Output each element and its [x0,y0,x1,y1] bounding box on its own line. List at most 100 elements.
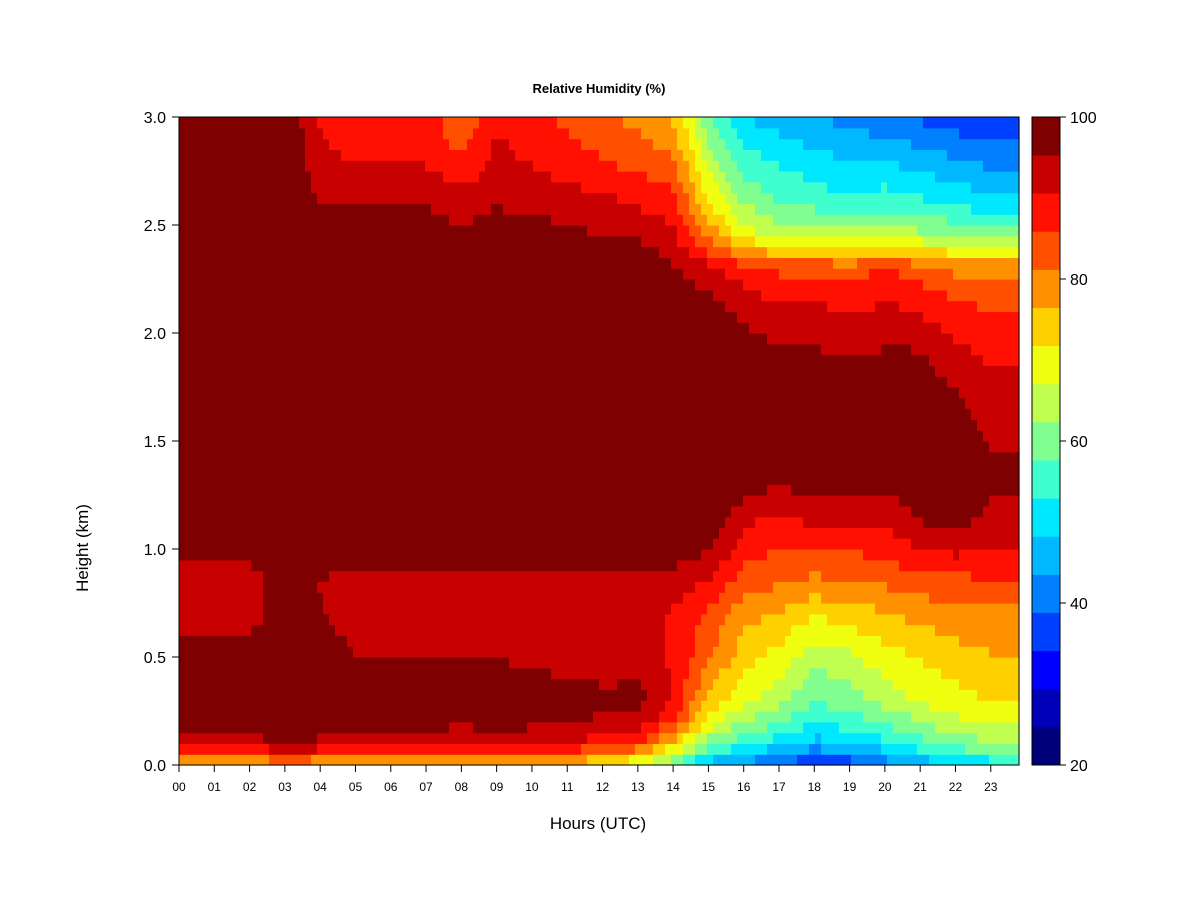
heatmap-cell [299,559,306,572]
heatmap-cell [317,430,324,442]
heatmap-cell [353,484,360,496]
heatmap-cell [653,538,660,550]
heatmap-cell [215,117,222,129]
heatmap-cell [281,171,288,183]
heatmap-cell [503,646,510,658]
heatmap-cell [647,678,654,690]
heatmap-cell [263,581,270,593]
heatmap-cell [377,527,384,539]
heatmap-cell [563,322,570,334]
heatmap-cell [311,343,318,356]
heatmap-cell [623,408,630,420]
heatmap-cell [341,732,348,744]
heatmap-cell [419,268,426,280]
heatmap-cell [461,311,468,323]
heatmap-cell [557,538,564,550]
heatmap-cell [281,527,288,539]
heatmap-cell [251,343,258,356]
heatmap-cell [275,441,282,453]
heatmap-cell [491,527,498,539]
heatmap-cell [323,333,330,345]
heatmap-cell [473,570,480,582]
heatmap-cell [431,311,438,323]
heatmap-cell [317,473,324,485]
heatmap-cell [629,160,636,172]
heatmap-cell [407,484,414,496]
heatmap-cell [581,387,588,399]
heatmap-cell [239,408,246,420]
heatmap-cell [479,484,486,496]
heatmap-cell [533,397,540,410]
heatmap-cell [287,225,294,237]
heatmap-cell [581,127,588,140]
heatmap-cell [557,311,564,323]
heatmap-cell [515,160,522,172]
heatmap-cell [527,516,534,528]
heatmap-cell [209,711,216,723]
heatmap-cell [293,473,300,485]
heatmap-cell [515,192,522,204]
heatmap-cell [653,721,660,734]
heatmap-cell [203,430,210,442]
heatmap-cell [227,646,234,658]
heatmap-cell [191,754,198,766]
heatmap-cell [353,635,360,647]
heatmap-cell [635,311,642,323]
heatmap-cell [323,451,330,464]
heatmap-cell [371,603,378,615]
heatmap-cell [485,181,492,194]
heatmap-cell [617,354,624,366]
heatmap-cell [215,754,222,766]
heatmap-cell [593,300,600,312]
heatmap-cell [209,246,216,258]
heatmap-cell [653,495,660,507]
heatmap-cell [233,171,240,183]
heatmap-cell [413,570,420,582]
heatmap-cell [353,430,360,442]
heatmap-cell [377,322,384,334]
heatmap-cell [593,700,600,712]
heatmap-cell [323,743,330,755]
heatmap-cell [185,343,192,356]
heatmap-cell [497,160,504,172]
heatmap-cell [593,484,600,496]
heatmap-cell [275,333,282,345]
heatmap-cell [587,689,594,701]
heatmap-cell [305,495,312,507]
heatmap-cell [473,559,480,572]
heatmap-cell [299,743,306,755]
heatmap-cell [533,646,540,658]
heatmap-cell [305,354,312,366]
heatmap-cell [329,246,336,258]
heatmap-cell [521,279,528,291]
heatmap-cell [269,181,276,194]
heatmap-cell [599,289,606,302]
heatmap-cell [197,527,204,539]
heatmap-cell [563,160,570,172]
heatmap-cell [455,171,462,183]
heatmap-cell [263,678,270,690]
heatmap-cell [287,657,294,669]
heatmap-cell [209,354,216,366]
heatmap-cell [221,203,228,215]
heatmap-cell [197,289,204,302]
heatmap-cell [293,311,300,323]
heatmap-cell [551,689,558,701]
heatmap-cell [557,646,564,658]
heatmap-cell [383,117,390,129]
heatmap-cell [629,192,636,204]
heatmap-cell [287,689,294,701]
heatmap-cell [419,214,426,226]
heatmap-cell [473,343,480,356]
heatmap-cell [263,160,270,172]
heatmap-cell [569,657,576,669]
heatmap-cell [233,419,240,431]
heatmap-cell [485,549,492,561]
heatmap-cell [677,613,684,626]
heatmap-cell [629,138,636,150]
heatmap-cell [479,192,486,204]
heatmap-cell [491,300,498,312]
heatmap-cell [575,559,582,572]
heatmap-cell [653,300,660,312]
heatmap-cell [179,257,186,269]
